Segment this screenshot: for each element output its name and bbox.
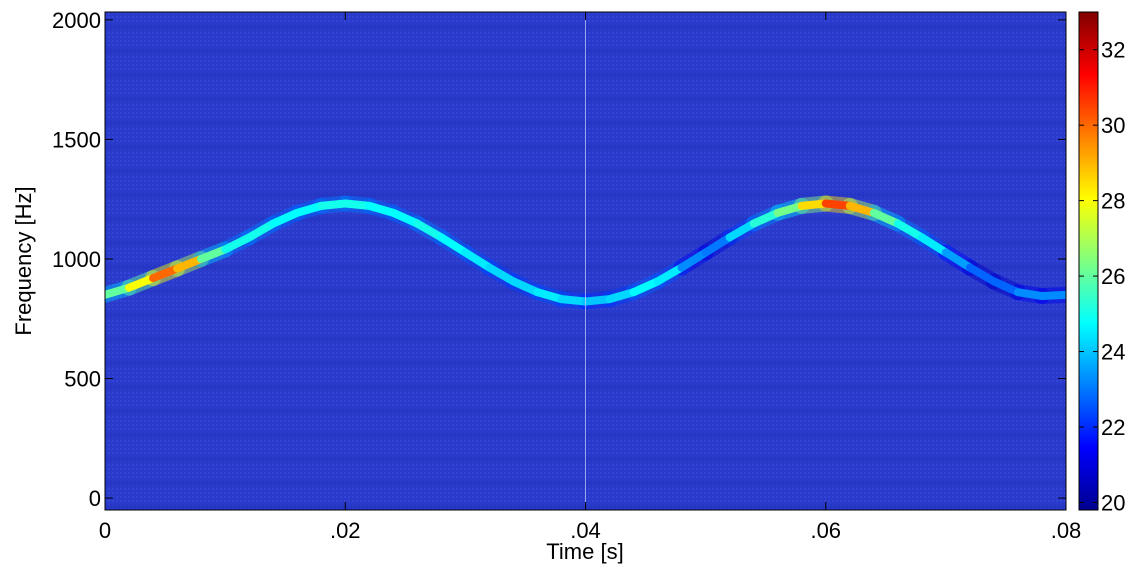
ridge-segment xyxy=(845,201,878,217)
ridge-segment xyxy=(317,199,350,210)
ridge-segment xyxy=(989,277,1022,297)
ridge-segment xyxy=(221,233,254,254)
colorbar-tick-label: 30 xyxy=(1101,113,1125,138)
ridge-segment xyxy=(173,254,206,273)
ridge-segment xyxy=(461,248,494,272)
ridge-layer xyxy=(105,195,1066,310)
ridge-segment xyxy=(245,219,278,242)
x-tick-label: .02 xyxy=(330,518,361,543)
y-tick-label: 0 xyxy=(89,486,101,511)
y-axis: 0 500 1000 1500 2000 xyxy=(52,8,1066,511)
ridge-segment xyxy=(389,208,422,228)
colorbar-tick-label: 20 xyxy=(1101,490,1125,515)
ridge-segment xyxy=(821,199,854,210)
colorbar-tick-label: 24 xyxy=(1101,340,1125,365)
ridge-segment xyxy=(677,248,710,272)
x-tick-label: .06 xyxy=(810,518,841,543)
ridge-segment xyxy=(1013,288,1046,301)
ridge-segment xyxy=(965,263,998,286)
x-tick-label: .08 xyxy=(1051,518,1082,543)
ridge-segment xyxy=(893,219,926,242)
ridge-segment xyxy=(557,295,590,306)
y-tick-label: 1500 xyxy=(52,127,101,152)
colorbar-tick-label: 28 xyxy=(1101,189,1125,214)
ridge-segment xyxy=(269,208,302,228)
ridge-segment xyxy=(125,274,158,292)
y-tick-label: 500 xyxy=(64,367,101,392)
ridge-segment xyxy=(365,201,398,217)
x-axis-label: Time [s] xyxy=(546,539,623,564)
ridge-segment xyxy=(653,263,686,286)
ridge-segment xyxy=(341,199,374,210)
colorbar xyxy=(1078,11,1099,511)
ridge-segment xyxy=(917,233,950,257)
colorbar-tick-label: 22 xyxy=(1101,415,1125,440)
x-tick-label: 0 xyxy=(99,518,111,543)
ridge-segment xyxy=(1037,290,1066,301)
ridge-segment xyxy=(749,208,782,228)
ridge-segment xyxy=(629,277,662,297)
y-tick-label: 2000 xyxy=(52,8,101,33)
x-tick-label: .04 xyxy=(570,518,601,543)
ridge-segment xyxy=(105,283,134,299)
ridge-segment xyxy=(581,295,614,306)
ridge-segment xyxy=(869,208,902,228)
colorbar-tick-label: 32 xyxy=(1101,38,1125,63)
ridge-segment xyxy=(605,288,638,304)
ridge-segment xyxy=(149,264,182,283)
ridge-segment xyxy=(533,288,566,304)
ridge-segment xyxy=(941,248,974,272)
y-axis-label: Frequency [Hz] xyxy=(11,186,36,335)
x-axis: 0 .02 .04 .06 .08 xyxy=(99,12,1081,543)
ridge-segment xyxy=(197,245,230,263)
ridge-segment xyxy=(293,201,326,217)
ridge-segment xyxy=(725,219,758,242)
ridge-segment xyxy=(413,219,446,242)
ridge-segment xyxy=(797,199,830,210)
colorbar-tick-label: 26 xyxy=(1101,264,1125,289)
ridge-segment xyxy=(701,233,734,257)
colorbar-axis: 20 22 24 26 28 30 32 xyxy=(1079,38,1125,515)
ridge-segment xyxy=(485,263,518,286)
y-tick-label: 1000 xyxy=(52,247,101,272)
ridge-segment xyxy=(509,277,542,297)
ridge-segment xyxy=(773,201,806,217)
ridge-segment xyxy=(437,233,470,257)
